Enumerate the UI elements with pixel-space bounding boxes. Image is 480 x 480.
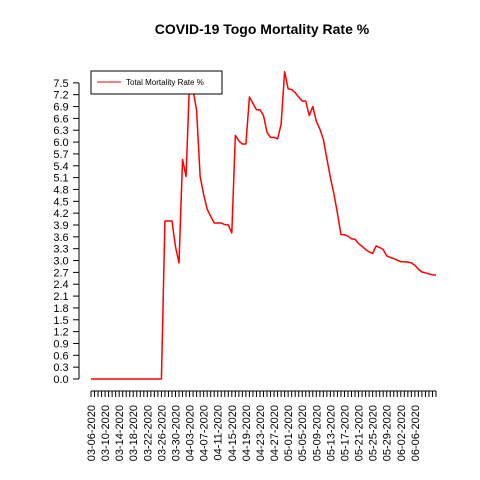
y-tick-label: 1.8 — [53, 303, 68, 315]
y-tick-label: 0.9 — [53, 338, 68, 350]
y-tick-label: 5.4 — [53, 161, 68, 173]
y-tick-label: 2.1 — [53, 291, 68, 303]
y-tick-label: 3.0 — [53, 256, 68, 268]
x-tick-label: 05-29-2020 — [382, 405, 394, 461]
y-tick-label: 7.5 — [53, 78, 68, 90]
series-line-total-mortality-rate — [91, 71, 437, 380]
y-tick-label: 3.6 — [53, 232, 68, 244]
y-tick-label: 6.9 — [53, 102, 68, 114]
y-tick-label: 0.0 — [53, 374, 68, 386]
x-tick-label: 06-06-2020 — [410, 405, 422, 461]
x-axis: 03-06-2020 03-10-2020 03-14-2020 03-18-2020… — [86, 390, 437, 461]
y-tick-label: 0.3 — [53, 362, 68, 374]
x-tick-label: 04-03-2020 — [185, 405, 197, 461]
x-tick-label: 03-14-2020 — [114, 405, 126, 461]
y-axis: 0.00.30.60.91.21.51.82.12.42.73.03.33.63… — [53, 78, 80, 386]
y-tick-label: 3.3 — [53, 244, 68, 256]
x-tick-label: 05-25-2020 — [368, 405, 380, 461]
x-tick-label: 05-13-2020 — [325, 405, 337, 461]
y-tick-label: 4.2 — [53, 208, 68, 220]
x-tick-label: 03-10-2020 — [100, 405, 112, 461]
y-tick-label: 0.6 — [53, 350, 68, 362]
legend: Total Mortality Rate % — [90, 70, 223, 95]
y-tick-label: 7.2 — [53, 90, 68, 102]
x-tick-label: 04-19-2020 — [241, 405, 253, 461]
x-tick-label: 04-11-2020 — [213, 405, 225, 460]
x-tick-label: 03-18-2020 — [128, 405, 140, 461]
x-tick-label: 05-21-2020 — [354, 405, 366, 461]
x-tick-label: 04-27-2020 — [269, 405, 281, 461]
y-tick-label: 2.7 — [53, 267, 68, 279]
x-tick-label: 04-23-2020 — [255, 405, 267, 461]
y-tick-label: 5.1 — [53, 173, 68, 185]
x-tick-label: 06-02-2020 — [396, 405, 408, 461]
y-tick-label: 4.5 — [53, 196, 68, 208]
y-tick-label: 3.9 — [53, 220, 68, 232]
legend-label: Total Mortality Rate % — [126, 78, 204, 87]
x-tick-label: 05-05-2020 — [297, 405, 309, 461]
y-tick-label: 2.4 — [53, 279, 68, 291]
y-tick-label: 1.2 — [53, 327, 68, 339]
y-tick-label: 1.5 — [53, 315, 68, 327]
y-tick-label: 6.6 — [53, 113, 68, 125]
x-tick-label: 05-09-2020 — [311, 405, 323, 461]
y-tick-label: 5.7 — [53, 149, 68, 161]
x-tick-label: 04-15-2020 — [227, 405, 239, 461]
x-tick-label: 05-01-2020 — [283, 405, 295, 461]
y-tick-label: 6.0 — [53, 137, 68, 149]
x-tick-label: 05-17-2020 — [339, 405, 351, 461]
legend-box — [90, 70, 223, 95]
x-tick-label: 03-30-2020 — [170, 405, 182, 461]
x-tick-label: 03-06-2020 — [86, 405, 98, 461]
chart-title: COVID-19 Togo Mortality Rate % — [155, 21, 370, 37]
plot-area — [91, 71, 437, 380]
x-tick-label: 04-07-2020 — [199, 405, 211, 461]
y-tick-label: 4.8 — [53, 184, 68, 196]
y-tick-label: 6.3 — [53, 125, 68, 137]
x-tick-label: 03-22-2020 — [142, 405, 154, 461]
x-tick-label: 03-26-2020 — [156, 405, 168, 461]
